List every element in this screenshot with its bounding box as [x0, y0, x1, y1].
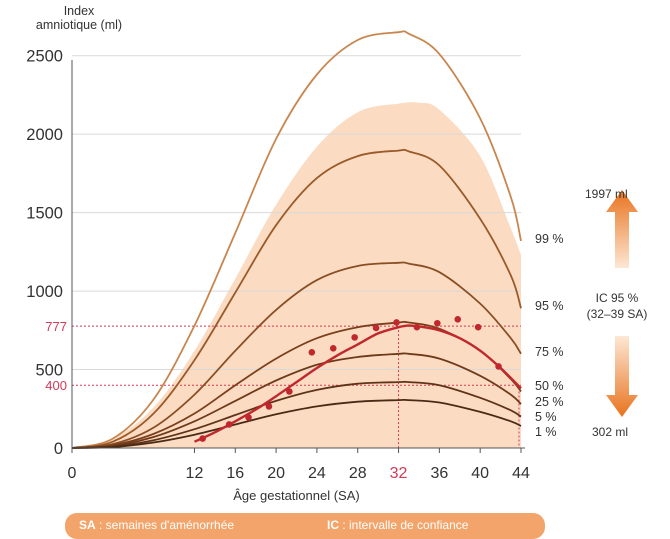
x-tick-label: 36 — [430, 465, 448, 482]
y-tick-label: 2000 — [26, 126, 63, 144]
x-tick-label: 32 — [390, 465, 408, 482]
upward-orange-arrow — [606, 190, 638, 268]
upper-bound-label: 1997 ml — [585, 187, 628, 201]
percentile-label: 50 % — [535, 379, 564, 393]
y-tick-label: 1000 — [26, 283, 63, 301]
percentile-label: 5 % — [535, 410, 557, 424]
y-axis-title-line-2: amniotique (ml) — [35, 18, 123, 32]
y-tick-label: 2500 — [26, 48, 63, 66]
observed-data-point — [265, 403, 273, 410]
percentile-label: 95 % — [535, 299, 564, 313]
observed-data-point — [393, 319, 400, 326]
observed-data-point — [225, 421, 233, 428]
confidence-band-area — [72, 102, 521, 448]
x-tick-label: 20 — [267, 465, 285, 482]
footer-abbreviation-ic: IC : intervalle de confiance — [327, 518, 468, 532]
lower-bound-label: 302 ml — [592, 425, 629, 439]
observed-data-point — [286, 388, 293, 395]
observed-data-point — [372, 324, 380, 332]
percentile-curve — [71, 352, 522, 449]
observed-data-point — [245, 414, 252, 421]
x-tick-label: 44 — [512, 465, 530, 482]
x-tick-label: 16 — [226, 465, 244, 482]
y-tick-label: 1500 — [26, 205, 63, 223]
observed-data-point — [495, 363, 502, 370]
footer-abbreviation-sa: SA : semaines d'aménorrhée — [79, 518, 234, 532]
percentile-curve — [71, 380, 522, 449]
observed-data-point — [454, 316, 462, 323]
percentile-label: 99 % — [535, 232, 564, 246]
observed-data-point — [329, 345, 337, 352]
percentile-label: 75 % — [535, 345, 564, 359]
sa-abbr: SA — [79, 518, 96, 532]
percentile-curve — [71, 148, 522, 449]
observed-data-point — [413, 323, 421, 331]
percentile-label: 1 % — [535, 425, 557, 439]
ic-label-line-2: (32–39 SA) — [586, 307, 648, 321]
percentile-curve — [71, 398, 522, 449]
x-tick-label: 28 — [349, 465, 367, 482]
y-highlight-label: 400 — [45, 378, 67, 393]
percentile-curve — [71, 30, 522, 449]
y-highlight-label: 777 — [45, 319, 67, 334]
observed-data-point — [474, 323, 482, 331]
ic-label-line-1: IC 95 % — [595, 291, 639, 305]
downward-orange-arrow — [606, 336, 638, 417]
ic-abbr: IC — [327, 518, 339, 532]
observed-fit-curve — [194, 324, 522, 443]
percentile-curve — [71, 261, 522, 449]
y-axis-title-line-1: Index — [63, 4, 95, 18]
y-axis-title: Index amniotique (ml) — [14, 4, 144, 32]
observed-data-point — [199, 435, 206, 442]
y-tick-label: 0 — [54, 440, 63, 458]
confidence-interval-label: IC 95 % (32–39 SA) — [572, 290, 662, 322]
observed-data-point — [434, 319, 441, 327]
x-tick-label: 0 — [68, 465, 77, 482]
ic-definition: : intervalle de confiance — [339, 518, 469, 532]
x-tick-label: 40 — [471, 465, 489, 482]
observed-data-point — [308, 348, 316, 356]
legend-footer-banner: SA : semaines d'aménorrhée IC : interval… — [65, 513, 545, 539]
percentile-label: 25 % — [535, 395, 564, 409]
observed-data-point — [351, 334, 358, 341]
y-tick-label: 500 — [35, 362, 63, 380]
x-axis-title: Âge gestationnel (SA) — [233, 488, 359, 503]
sa-definition: : semaines d'aménorrhée — [95, 518, 235, 532]
x-tick-label: 24 — [308, 465, 326, 482]
x-tick-label: 12 — [186, 465, 204, 482]
